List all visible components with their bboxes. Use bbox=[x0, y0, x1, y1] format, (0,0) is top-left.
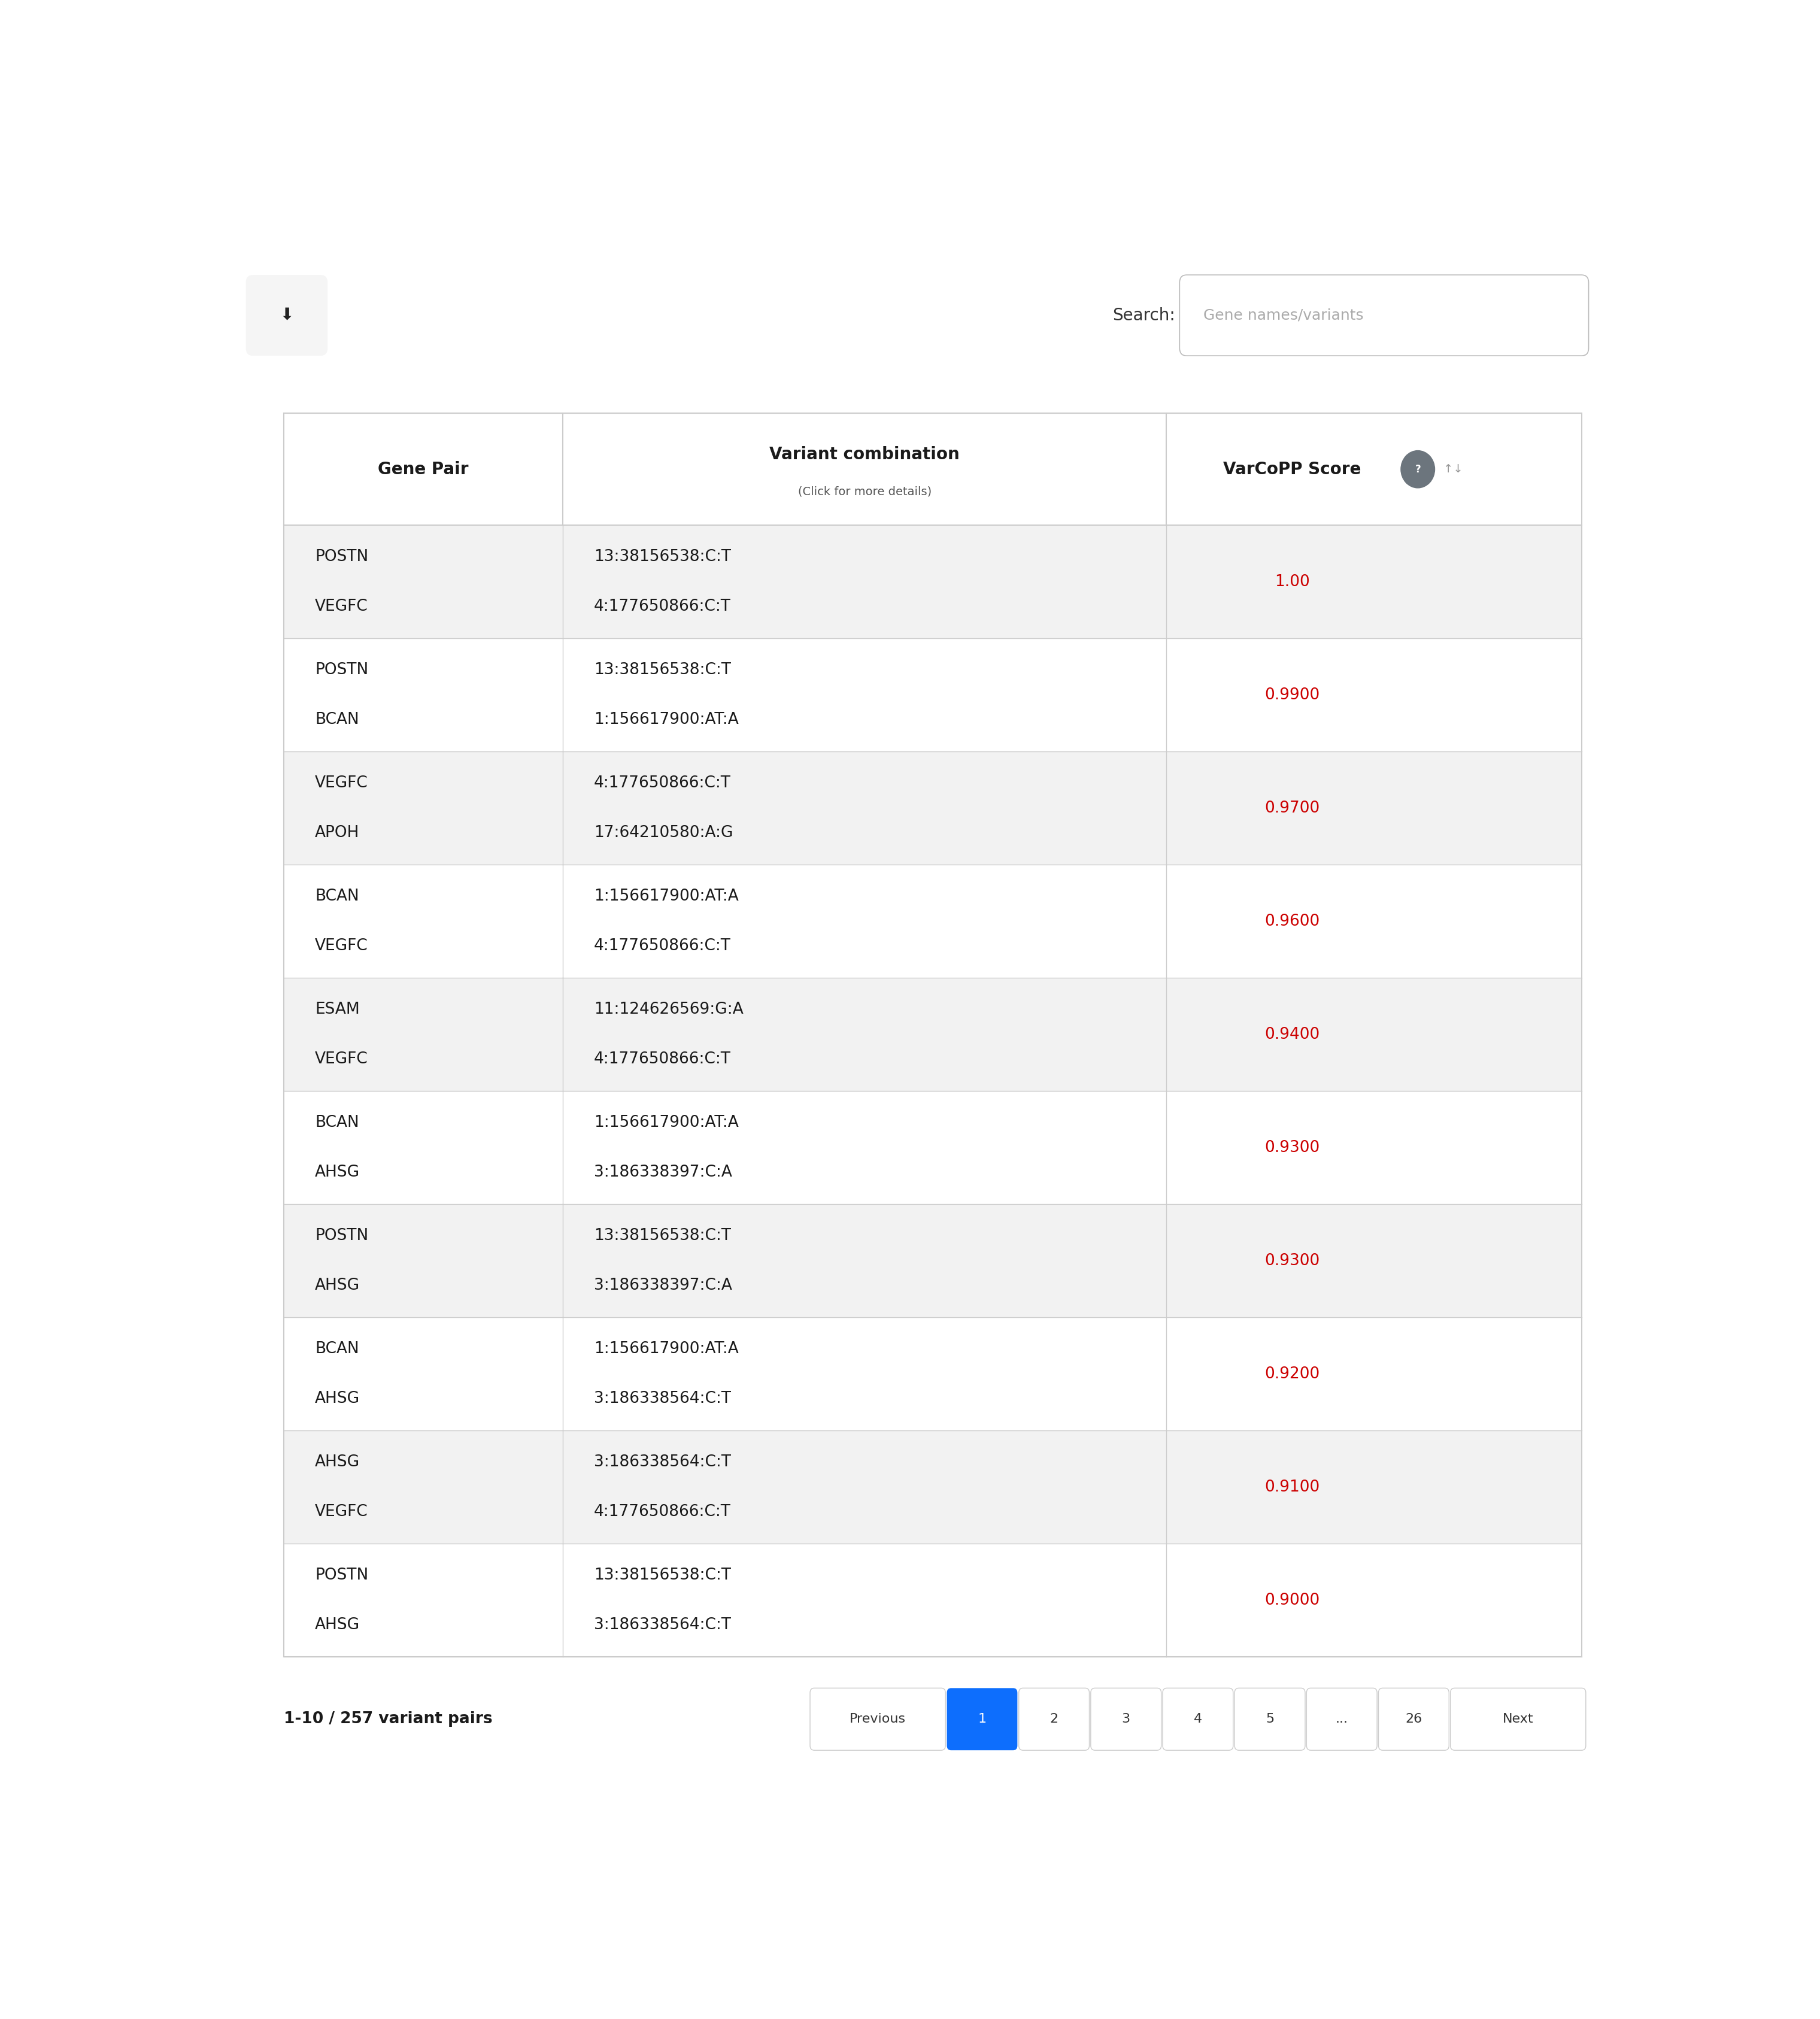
Bar bbox=[284, 864, 1582, 977]
Text: VEGFC: VEGFC bbox=[315, 775, 368, 791]
Text: 11:124626569:G:A: 11:124626569:G:A bbox=[593, 1001, 743, 1018]
FancyBboxPatch shape bbox=[1451, 1688, 1585, 1750]
Text: BCAN: BCAN bbox=[315, 1114, 359, 1131]
Text: 13:38156538:C:T: 13:38156538:C:T bbox=[593, 662, 732, 678]
Text: 4:177650866:C:T: 4:177650866:C:T bbox=[593, 600, 732, 614]
Circle shape bbox=[1401, 450, 1434, 489]
Text: 3:186338564:C:T: 3:186338564:C:T bbox=[593, 1391, 732, 1407]
Text: POSTN: POSTN bbox=[315, 1228, 368, 1244]
Text: 4:177650866:C:T: 4:177650866:C:T bbox=[593, 1504, 732, 1520]
Text: 0.9000: 0.9000 bbox=[1265, 1593, 1320, 1609]
Bar bbox=[284, 977, 1582, 1090]
Text: 3: 3 bbox=[1121, 1714, 1130, 1724]
Text: 4:177650866:C:T: 4:177650866:C:T bbox=[593, 775, 732, 791]
Text: 17:64210580:A:G: 17:64210580:A:G bbox=[593, 826, 733, 840]
Text: AHSG: AHSG bbox=[315, 1454, 360, 1470]
Text: AHSG: AHSG bbox=[315, 1617, 360, 1633]
Bar bbox=[284, 414, 1582, 1658]
Text: Previous: Previous bbox=[850, 1714, 906, 1724]
FancyBboxPatch shape bbox=[1019, 1688, 1090, 1750]
Text: Gene Pair: Gene Pair bbox=[379, 460, 470, 479]
Text: (Click for more details): (Click for more details) bbox=[797, 487, 932, 497]
Text: 1:156617900:AT:A: 1:156617900:AT:A bbox=[593, 713, 739, 727]
Text: VEGFC: VEGFC bbox=[315, 1052, 368, 1068]
Text: 2: 2 bbox=[1050, 1714, 1057, 1724]
Text: VEGFC: VEGFC bbox=[315, 939, 368, 955]
FancyBboxPatch shape bbox=[1307, 1688, 1378, 1750]
FancyBboxPatch shape bbox=[1378, 1688, 1449, 1750]
Text: POSTN: POSTN bbox=[315, 1567, 368, 1583]
Bar bbox=[284, 1545, 1582, 1658]
Text: 0.9900: 0.9900 bbox=[1265, 686, 1320, 703]
Text: 0.9300: 0.9300 bbox=[1265, 1254, 1320, 1268]
Text: 1:156617900:AT:A: 1:156617900:AT:A bbox=[593, 888, 739, 905]
Text: 26: 26 bbox=[1405, 1714, 1421, 1724]
Text: 0.9100: 0.9100 bbox=[1265, 1480, 1320, 1494]
Bar bbox=[284, 414, 1582, 525]
Text: 3:186338564:C:T: 3:186338564:C:T bbox=[593, 1454, 732, 1470]
FancyBboxPatch shape bbox=[1090, 1688, 1161, 1750]
Text: 4:177650866:C:T: 4:177650866:C:T bbox=[593, 1052, 732, 1068]
FancyBboxPatch shape bbox=[1179, 275, 1589, 355]
Text: VarCoPP Score: VarCoPP Score bbox=[1223, 460, 1361, 479]
Text: 0.9600: 0.9600 bbox=[1265, 913, 1320, 929]
Text: 5: 5 bbox=[1265, 1714, 1274, 1724]
Bar bbox=[284, 1090, 1582, 1203]
FancyBboxPatch shape bbox=[1163, 1688, 1234, 1750]
Text: VEGFC: VEGFC bbox=[315, 600, 368, 614]
Text: AHSG: AHSG bbox=[315, 1278, 360, 1294]
Text: 13:38156538:C:T: 13:38156538:C:T bbox=[593, 1567, 732, 1583]
Bar bbox=[284, 751, 1582, 864]
Text: Search:: Search: bbox=[1112, 307, 1176, 323]
Text: 13:38156538:C:T: 13:38156538:C:T bbox=[593, 1228, 732, 1244]
Text: 13:38156538:C:T: 13:38156538:C:T bbox=[593, 549, 732, 565]
Text: ?: ? bbox=[1414, 464, 1421, 474]
Text: Gene names/variants: Gene names/variants bbox=[1203, 309, 1363, 323]
Text: 0.9200: 0.9200 bbox=[1265, 1367, 1320, 1381]
Text: BCAN: BCAN bbox=[315, 713, 359, 727]
Text: 3:186338397:C:A: 3:186338397:C:A bbox=[593, 1165, 732, 1181]
Bar bbox=[284, 1318, 1582, 1431]
Text: POSTN: POSTN bbox=[315, 549, 368, 565]
Text: 1:156617900:AT:A: 1:156617900:AT:A bbox=[593, 1341, 739, 1357]
Text: 0.9400: 0.9400 bbox=[1265, 1028, 1320, 1042]
Bar bbox=[284, 525, 1582, 638]
Text: POSTN: POSTN bbox=[315, 662, 368, 678]
Text: 1.00: 1.00 bbox=[1274, 573, 1310, 590]
Text: ↑↓: ↑↓ bbox=[1443, 464, 1463, 474]
Text: ...: ... bbox=[1336, 1714, 1349, 1724]
Text: 0.9300: 0.9300 bbox=[1265, 1141, 1320, 1155]
Text: AHSG: AHSG bbox=[315, 1391, 360, 1407]
Text: 1:156617900:AT:A: 1:156617900:AT:A bbox=[593, 1114, 739, 1131]
FancyBboxPatch shape bbox=[1234, 1688, 1305, 1750]
Text: VEGFC: VEGFC bbox=[315, 1504, 368, 1520]
Text: 4:177650866:C:T: 4:177650866:C:T bbox=[593, 939, 732, 955]
Bar bbox=[284, 1431, 1582, 1545]
Text: AHSG: AHSG bbox=[315, 1165, 360, 1181]
Text: 0.9700: 0.9700 bbox=[1265, 800, 1320, 816]
Bar bbox=[284, 1203, 1582, 1318]
Text: APOH: APOH bbox=[315, 826, 360, 840]
Bar bbox=[284, 638, 1582, 751]
Text: BCAN: BCAN bbox=[315, 1341, 359, 1357]
Text: Variant combination: Variant combination bbox=[770, 446, 959, 462]
Text: 3:186338564:C:T: 3:186338564:C:T bbox=[593, 1617, 732, 1633]
Text: ESAM: ESAM bbox=[315, 1001, 360, 1018]
Text: BCAN: BCAN bbox=[315, 888, 359, 905]
Text: Next: Next bbox=[1503, 1714, 1534, 1724]
Text: 1-10 / 257 variant pairs: 1-10 / 257 variant pairs bbox=[284, 1712, 493, 1726]
FancyBboxPatch shape bbox=[246, 275, 328, 355]
Text: 3:186338397:C:A: 3:186338397:C:A bbox=[593, 1278, 732, 1294]
FancyBboxPatch shape bbox=[810, 1688, 945, 1750]
Text: 4: 4 bbox=[1194, 1714, 1203, 1724]
FancyBboxPatch shape bbox=[946, 1688, 1017, 1750]
Text: ⬇: ⬇ bbox=[280, 307, 293, 323]
Text: 1: 1 bbox=[977, 1714, 986, 1724]
